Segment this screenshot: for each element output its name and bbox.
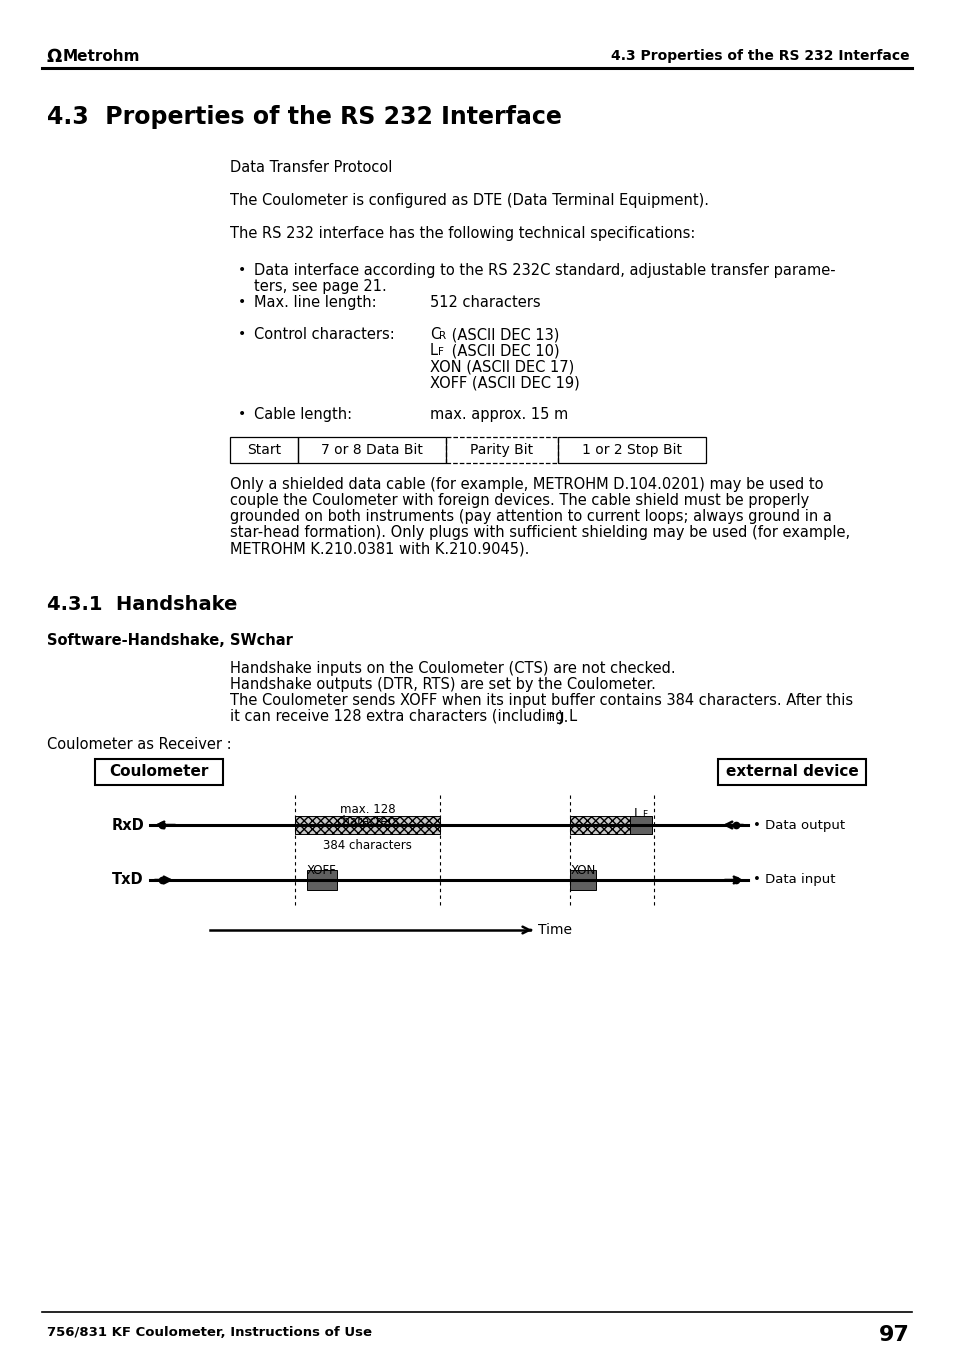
Text: star-head formation). Only plugs with sufficient shielding may be used (for exam: star-head formation). Only plugs with su… bbox=[230, 526, 849, 540]
Text: 97: 97 bbox=[879, 1325, 909, 1346]
Text: Cable length:: Cable length: bbox=[253, 407, 352, 422]
Text: 756/831 KF Coulometer, Instructions of Use: 756/831 KF Coulometer, Instructions of U… bbox=[47, 1325, 372, 1339]
Text: Coulometer as Receiver :: Coulometer as Receiver : bbox=[47, 738, 232, 753]
Text: The Coulometer is configured as DTE (Data Terminal Equipment).: The Coulometer is configured as DTE (Dat… bbox=[230, 193, 708, 208]
Text: Start: Start bbox=[247, 443, 281, 457]
Text: Handshake inputs on the Coulometer (CTS) are not checked.: Handshake inputs on the Coulometer (CTS)… bbox=[230, 661, 675, 676]
Text: R: R bbox=[438, 331, 446, 340]
Text: XON: XON bbox=[570, 865, 595, 877]
Text: The Coulometer sends XOFF when its input buffer contains 384 characters. After t: The Coulometer sends XOFF when its input… bbox=[230, 693, 852, 708]
Text: Max. line length:: Max. line length: bbox=[253, 295, 376, 309]
Text: L: L bbox=[430, 343, 437, 358]
Text: grounded on both instruments (pay attention to current loops; always ground in a: grounded on both instruments (pay attent… bbox=[230, 509, 831, 524]
Text: Handshake outputs (DTR, RTS) are set by the Coulometer.: Handshake outputs (DTR, RTS) are set by … bbox=[230, 677, 656, 692]
Text: 7 or 8 Data Bit: 7 or 8 Data Bit bbox=[321, 443, 422, 457]
Text: 4.3.1  Handshake: 4.3.1 Handshake bbox=[47, 594, 237, 613]
Text: RxD: RxD bbox=[112, 817, 144, 832]
Text: • Data output: • Data output bbox=[752, 819, 844, 831]
Text: • Data input: • Data input bbox=[752, 874, 835, 886]
Text: C: C bbox=[430, 327, 439, 342]
Text: F: F bbox=[548, 713, 555, 723]
Text: Software-Handshake, SWchar: Software-Handshake, SWchar bbox=[47, 634, 293, 648]
Text: characters: characters bbox=[335, 815, 398, 828]
Text: 512 characters: 512 characters bbox=[430, 295, 540, 309]
Text: TxD: TxD bbox=[112, 873, 144, 888]
Bar bbox=[307, 870, 336, 890]
Text: max. approx. 15 m: max. approx. 15 m bbox=[430, 407, 568, 422]
Text: couple the Coulometer with foreign devices. The cable shield must be properly: couple the Coulometer with foreign devic… bbox=[230, 493, 808, 508]
Bar bbox=[95, 759, 223, 785]
Text: 4.3  Properties of the RS 232 Interface: 4.3 Properties of the RS 232 Interface bbox=[47, 105, 561, 128]
Text: METROHM K.210.0381 with K.210.9045).: METROHM K.210.0381 with K.210.9045). bbox=[230, 540, 529, 557]
Text: Control characters:: Control characters: bbox=[253, 327, 395, 342]
Text: XOFF: XOFF bbox=[307, 865, 336, 877]
Text: F: F bbox=[437, 347, 443, 357]
Text: Data Transfer Protocol: Data Transfer Protocol bbox=[230, 159, 392, 176]
Bar bbox=[446, 436, 558, 463]
Text: ).​: ).​ bbox=[558, 709, 568, 724]
Text: 1 or 2 Stop Bit: 1 or 2 Stop Bit bbox=[581, 443, 681, 457]
Bar bbox=[569, 870, 596, 890]
Text: Only a shielded data cable (for example, METROHM D.104.0201) may be used to: Only a shielded data cable (for example,… bbox=[230, 477, 822, 492]
Bar bbox=[569, 816, 629, 834]
Text: 384 characters: 384 characters bbox=[323, 839, 412, 852]
Text: The RS 232 interface has the following technical specifications:: The RS 232 interface has the following t… bbox=[230, 226, 695, 240]
Text: •: • bbox=[237, 263, 246, 277]
Text: L: L bbox=[634, 807, 640, 820]
Text: •: • bbox=[237, 407, 246, 422]
Text: 4.3 Properties of the RS 232 Interface: 4.3 Properties of the RS 232 Interface bbox=[611, 49, 909, 63]
Text: it can receive 128 extra characters (including L: it can receive 128 extra characters (inc… bbox=[230, 709, 577, 724]
Text: F: F bbox=[641, 811, 646, 819]
Text: Ω: Ω bbox=[47, 49, 62, 66]
Text: Metrohm: Metrohm bbox=[63, 49, 140, 63]
Text: Data interface according to the RS 232C standard, adjustable transfer parame-: Data interface according to the RS 232C … bbox=[253, 263, 835, 278]
Text: external device: external device bbox=[725, 765, 858, 780]
Text: (ASCII DEC 13): (ASCII DEC 13) bbox=[447, 327, 558, 342]
Text: XOFF (ASCII DEC 19): XOFF (ASCII DEC 19) bbox=[430, 376, 579, 390]
Bar bbox=[297, 436, 446, 463]
Text: Parity Bit: Parity Bit bbox=[470, 443, 533, 457]
Bar bbox=[718, 759, 865, 785]
Bar bbox=[294, 816, 439, 834]
Bar bbox=[558, 436, 705, 463]
Text: max. 128: max. 128 bbox=[339, 802, 395, 816]
Bar bbox=[629, 816, 651, 834]
Bar bbox=[230, 436, 297, 463]
Text: Time: Time bbox=[537, 923, 572, 938]
Text: Coulometer: Coulometer bbox=[110, 765, 209, 780]
Text: XON (ASCII DEC 17): XON (ASCII DEC 17) bbox=[430, 359, 574, 374]
Text: •: • bbox=[237, 327, 246, 340]
Text: ters, see page 21.: ters, see page 21. bbox=[253, 280, 386, 295]
Text: (ASCII DEC 10): (ASCII DEC 10) bbox=[447, 343, 559, 358]
Text: •: • bbox=[237, 295, 246, 309]
